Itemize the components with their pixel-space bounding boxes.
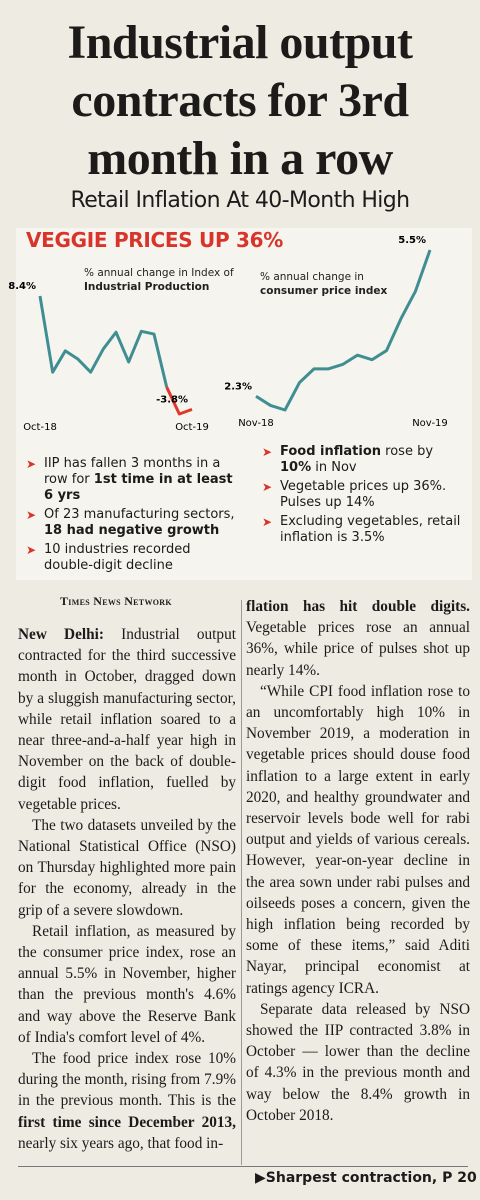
paragraph: “While CPI food inflation rose to an unc… <box>246 681 470 999</box>
footer: ▶Sharpest contraction, P 20 <box>255 1170 477 1186</box>
bullet: Vegetable prices up 36%. Pulses up 14% <box>262 479 462 511</box>
byline: Times News Network <box>60 594 172 608</box>
paragraph: The food price index rose 10% during the… <box>18 1048 236 1154</box>
x-tick-label: Oct-18 <box>23 422 57 433</box>
text-run: Vegetable prices up 36%. Pulses up 14% <box>280 479 447 510</box>
paragraph: Separate data released by NSO showed the… <box>246 999 470 1126</box>
bullet: 10 industries recorded double-digit decl… <box>26 542 241 574</box>
text-run: 1st time in at least 6 yrs <box>44 472 233 503</box>
data-line <box>38 295 169 388</box>
text-run: The two datasets unveiled by the Nationa… <box>18 816 236 919</box>
text-run: New Delhi: <box>18 626 104 643</box>
text-run: Separate data released by NSO showed the… <box>246 1000 470 1124</box>
value-label: -3.8% <box>156 394 188 405</box>
text-run: rose by <box>381 444 434 459</box>
paragraph: The two datasets unveiled by the Nationa… <box>18 815 236 921</box>
bullet: Excluding vegetables, retail inflation i… <box>262 514 462 546</box>
x-tick-label: Nov-18 <box>238 418 274 429</box>
text-run: 10 industries recorded double-digit decl… <box>44 542 191 573</box>
text-run: IIP has fallen 3 months in a row for <box>44 456 221 487</box>
text-run: flation has hit double digits. <box>246 598 470 615</box>
text-run: in Nov <box>311 460 357 475</box>
text-run: % annual change in <box>260 271 364 283</box>
x-tick-label: Nov-19 <box>412 418 448 429</box>
text-run: nearly six years ago, that food in- <box>18 1134 224 1152</box>
text-run: “While CPI food inflation rose to an unc… <box>246 682 470 997</box>
text-run: Vegetable prices rose an annual 36%, whi… <box>246 619 470 679</box>
footer-text: Sharpest contraction, P 20 <box>265 1170 477 1186</box>
value-label: 8.4% <box>8 281 36 292</box>
bullets-right: Food inflation rose by 10% in NovVegetab… <box>262 444 462 549</box>
bullet: IIP has fallen 3 months in a row for 1st… <box>26 456 241 504</box>
column: New Delhi: Industrial output contracted … <box>18 624 236 1154</box>
headline: Industrial output contracts for 3rd mont… <box>67 16 413 185</box>
text-run: Industrial Production <box>84 281 210 293</box>
text-run: 10% <box>280 460 312 475</box>
text-run: % annual change in Index of <box>84 267 234 279</box>
value-label: 2.3% <box>224 381 252 392</box>
text-run: The food price index rose 10% during the… <box>18 1050 236 1110</box>
column: flation has hit double digits. Vegetable… <box>246 596 470 1126</box>
subheadline: Retail Inflation At 40-Month High <box>70 188 411 213</box>
text-run: Of 23 manufacturing sectors, <box>44 507 235 522</box>
data-line <box>255 249 432 412</box>
footer-rule <box>18 1166 468 1167</box>
paragraph: flation has hit double digits. Vegetable… <box>246 596 470 681</box>
bullet: Food inflation rose by 10% in Nov <box>262 444 462 476</box>
text-run: Industrial output contracted for the thi… <box>18 626 236 813</box>
data-line <box>165 386 193 416</box>
paragraph: Retail inflation, as measured by the con… <box>18 921 236 1048</box>
banner: VEGGIE PRICES UP 36% <box>26 228 283 252</box>
chart-note: % annual change in Index of Industrial P… <box>84 266 234 294</box>
x-tick-label: Oct-19 <box>175 422 209 433</box>
column-rule <box>241 600 242 1165</box>
chart-note: % annual change in consumer price index <box>260 270 410 298</box>
bullet: Of 23 manufacturing sectors, 18 had nega… <box>26 507 241 539</box>
paragraph: New Delhi: Industrial output contracted … <box>18 624 236 815</box>
text-run: Retail inflation, as measured by the con… <box>18 922 236 1046</box>
value-label: 5.5% <box>398 235 426 246</box>
text-run: 18 had negative growth <box>44 523 220 538</box>
charts: Oct-18 Oct-19 8.4% -3.8% Nov-18 Nov-19 2.3% 5.5… <box>8 235 448 433</box>
text-run: consumer price index <box>260 285 388 297</box>
text-run: first time since December 2013, <box>18 1113 236 1131</box>
text-run: Food inflation <box>280 444 382 459</box>
bullets-left: IIP has fallen 3 months in a row for 1st… <box>26 456 241 577</box>
text-run: Excluding vegetables, retail inflation i… <box>280 514 461 545</box>
